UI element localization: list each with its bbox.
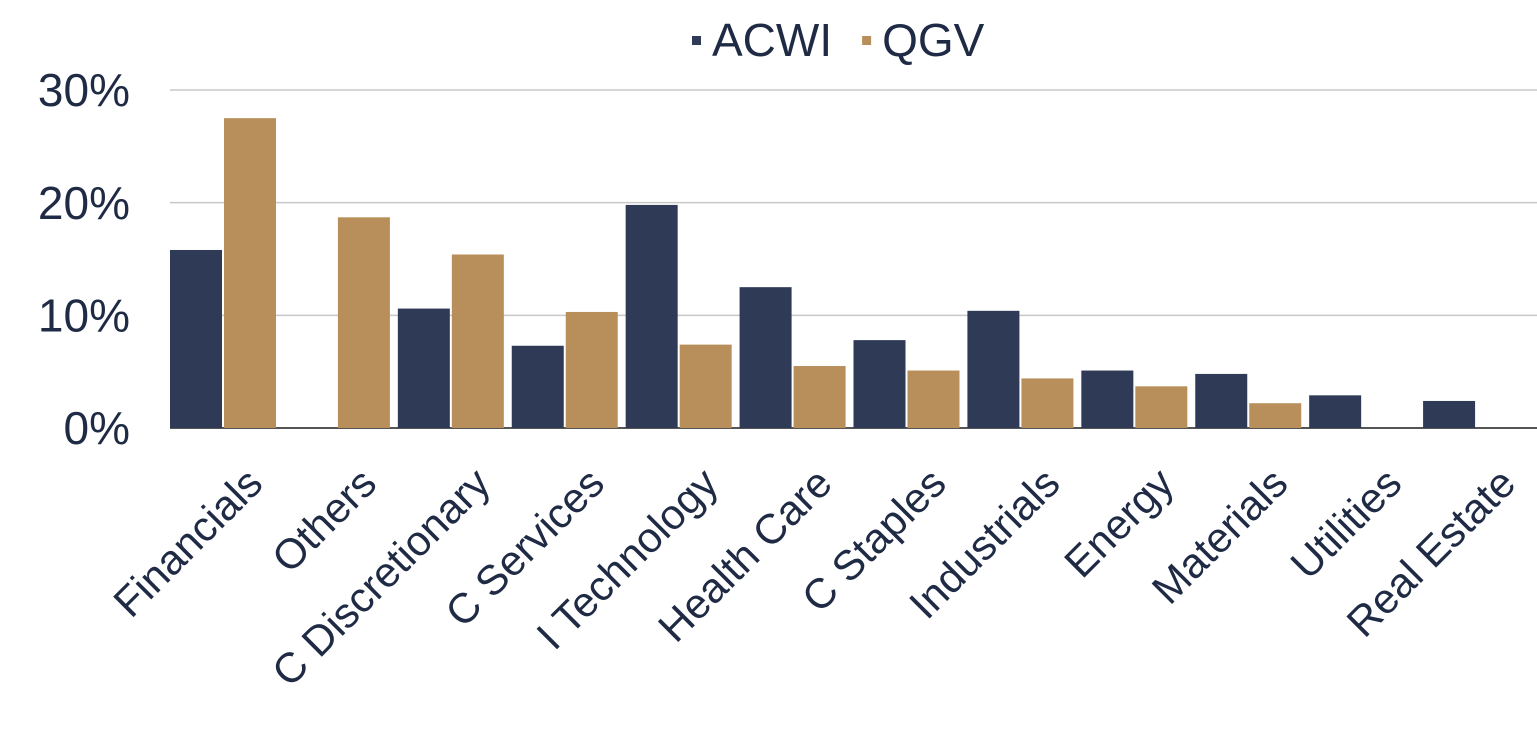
bar bbox=[739, 287, 792, 428]
bar bbox=[625, 204, 678, 428]
bar bbox=[679, 344, 732, 428]
x-tick-label: Financials bbox=[104, 459, 271, 626]
y-tick-label: 30% bbox=[38, 64, 130, 116]
bar bbox=[1021, 378, 1074, 428]
y-tick-label: 0% bbox=[64, 402, 130, 454]
bar bbox=[907, 370, 960, 428]
bar bbox=[1195, 373, 1248, 428]
bar bbox=[224, 118, 276, 429]
bar bbox=[1081, 370, 1134, 428]
legend-label: ACWI bbox=[712, 14, 832, 66]
bar bbox=[1135, 386, 1188, 428]
bar bbox=[511, 345, 564, 428]
legend-label: QGV bbox=[882, 14, 985, 66]
legend-marker bbox=[862, 36, 872, 45]
bar bbox=[1249, 403, 1302, 428]
bar bbox=[853, 340, 906, 428]
bar bbox=[451, 254, 504, 428]
bar bbox=[397, 308, 450, 428]
y-tick-label: 10% bbox=[38, 289, 130, 341]
y-tick-label: 20% bbox=[38, 177, 130, 229]
bar bbox=[565, 311, 618, 428]
legend-marker bbox=[692, 36, 701, 45]
bar bbox=[793, 366, 846, 428]
bar bbox=[1309, 395, 1362, 428]
legend: ACWI QGV bbox=[692, 14, 985, 66]
bar bbox=[967, 310, 1020, 428]
bar bbox=[337, 217, 390, 428]
bar bbox=[1423, 400, 1476, 428]
bar bbox=[170, 249, 222, 428]
